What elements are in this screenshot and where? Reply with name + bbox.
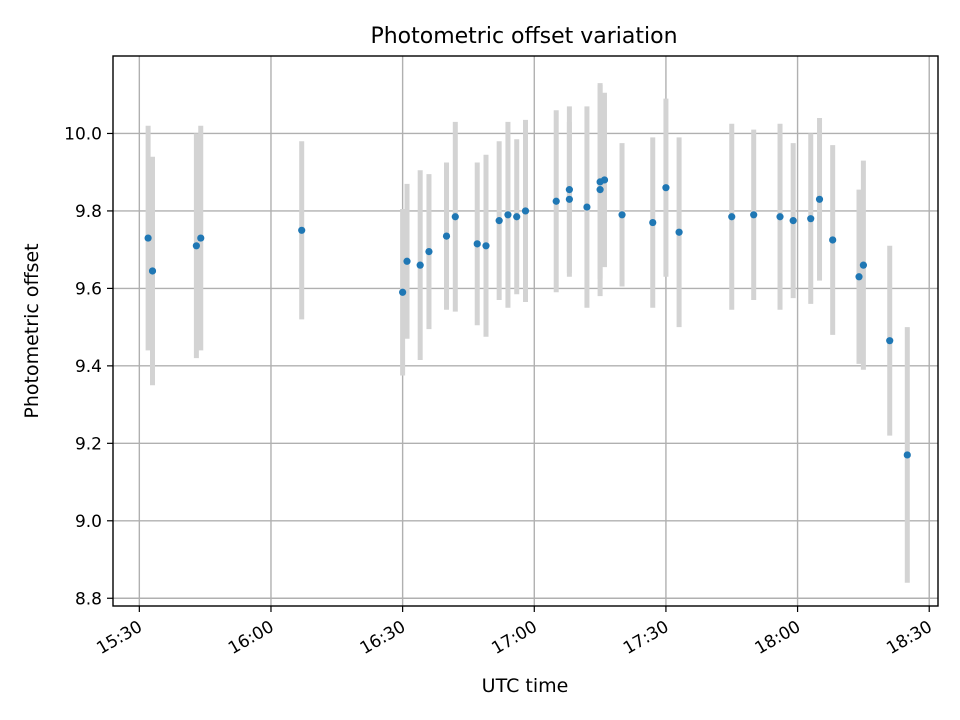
data-point — [552, 197, 560, 205]
y-tick-label: 8.8 — [75, 589, 102, 609]
data-point — [750, 211, 758, 219]
data-point — [197, 234, 205, 242]
data-point — [473, 240, 481, 248]
data-point — [513, 213, 521, 221]
y-tick-label: 9.6 — [75, 279, 102, 299]
y-axis-label: Photometric offset — [21, 243, 43, 418]
data-point — [442, 232, 451, 240]
data-point — [521, 207, 530, 215]
data-point — [565, 186, 573, 194]
data-point — [298, 226, 306, 234]
y-tick-label: 9.4 — [75, 357, 102, 377]
data-point — [192, 242, 200, 250]
data-point — [662, 184, 670, 192]
data-point — [600, 176, 609, 184]
data-point — [148, 267, 157, 275]
chart-title: Photometric offset variation — [370, 24, 677, 49]
data-point — [859, 261, 867, 269]
data-point — [903, 451, 911, 459]
y-tick-label: 9.2 — [75, 434, 102, 454]
data-point — [583, 203, 591, 211]
data-points — [144, 176, 911, 459]
data-point — [618, 211, 626, 219]
data-point — [425, 247, 433, 256]
y-tick-label: 9.0 — [75, 512, 102, 532]
data-point — [416, 261, 424, 269]
data-point — [807, 215, 815, 223]
data-point — [482, 242, 490, 250]
data-point — [596, 186, 604, 194]
data-point — [399, 288, 407, 296]
data-point — [403, 257, 411, 265]
data-point — [144, 234, 152, 242]
data-point — [495, 217, 503, 225]
data-point — [675, 228, 683, 236]
data-point — [855, 273, 863, 281]
data-point — [728, 213, 736, 221]
data-point — [829, 236, 837, 244]
data-point — [649, 218, 657, 227]
y-tick-label: 10.0 — [64, 124, 102, 144]
data-point — [451, 213, 459, 221]
plot-frame — [112, 55, 939, 607]
x-axis-label: UTC time — [482, 675, 569, 697]
y-tick-label: 9.8 — [75, 202, 102, 222]
data-point — [565, 195, 573, 203]
data-point — [789, 217, 797, 225]
y-axis-ticks: 8.8 9.0 9.2 9.4 9.6 9.8 10.0 — [64, 124, 113, 609]
data-point — [504, 211, 512, 219]
data-point — [815, 195, 824, 203]
data-point — [886, 337, 894, 345]
data-point — [776, 213, 784, 221]
